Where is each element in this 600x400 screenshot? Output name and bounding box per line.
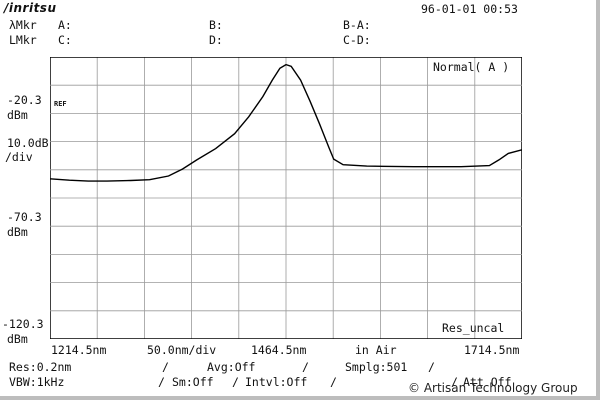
bottom-level-value: -120.3 [2,317,44,331]
footer-avg: Avg:Off [207,360,256,374]
anritsu-logo: /inritsu [4,1,57,15]
scale-value: 10.0dB [7,136,49,150]
marker-a: A: [58,18,72,32]
footer-slash: / [451,375,458,389]
mid-level-unit: dBm [7,225,28,239]
footer-slash: / [232,375,239,389]
level-marker-label: LMkr [9,33,37,47]
marker-d: D: [209,33,223,47]
watermark: © Artisan Technology Group [408,381,578,395]
marker-c-minus-d: C-D: [343,33,371,47]
footer-slash: / [158,375,165,389]
footer-res: Res:0.2nm [9,360,72,374]
footer-slash: / [302,360,309,374]
footer-slash: / [330,375,337,389]
footer-slash: / [428,360,435,374]
ref-level-unit: dBm [7,108,28,122]
footer-intvl: Intvl:Off [245,375,308,389]
spectrum-plot [50,57,522,339]
trace-mode-label: Normal( A ) [433,60,510,74]
x-start: 1214.5nm [51,343,107,357]
ref-marker: REF [54,100,67,108]
footer-slash: / [162,360,169,374]
footer-att: Att Off [463,375,512,389]
plot-grid [50,57,522,339]
x-center: 1464.5nm [251,343,307,357]
marker-b-minus-a: B-A: [343,18,371,32]
footer-smplg: Smplg:501 [345,360,408,374]
scale-unit: /div [5,150,33,164]
datetime: 96-01-01 00:53 [421,2,518,16]
footer-sm: Sm:Off [172,375,214,389]
spectrum-trace [50,63,522,182]
ref-level-value: -20.3 [7,93,42,107]
lambda-marker-label: λMkr [9,18,37,32]
bottom-level-unit: dBm [7,332,28,346]
x-medium: in Air [355,343,397,357]
footer-vbw: VBW:1kHz [9,375,65,389]
x-span-per-div: 50.0nm/div [147,343,217,357]
x-stop: 1714.5nm [464,343,520,357]
resolution-uncal-label: Res_uncal [442,321,505,335]
mid-level-value: -70.3 [7,210,42,224]
marker-c: C: [58,33,72,47]
marker-b: B: [209,18,223,32]
